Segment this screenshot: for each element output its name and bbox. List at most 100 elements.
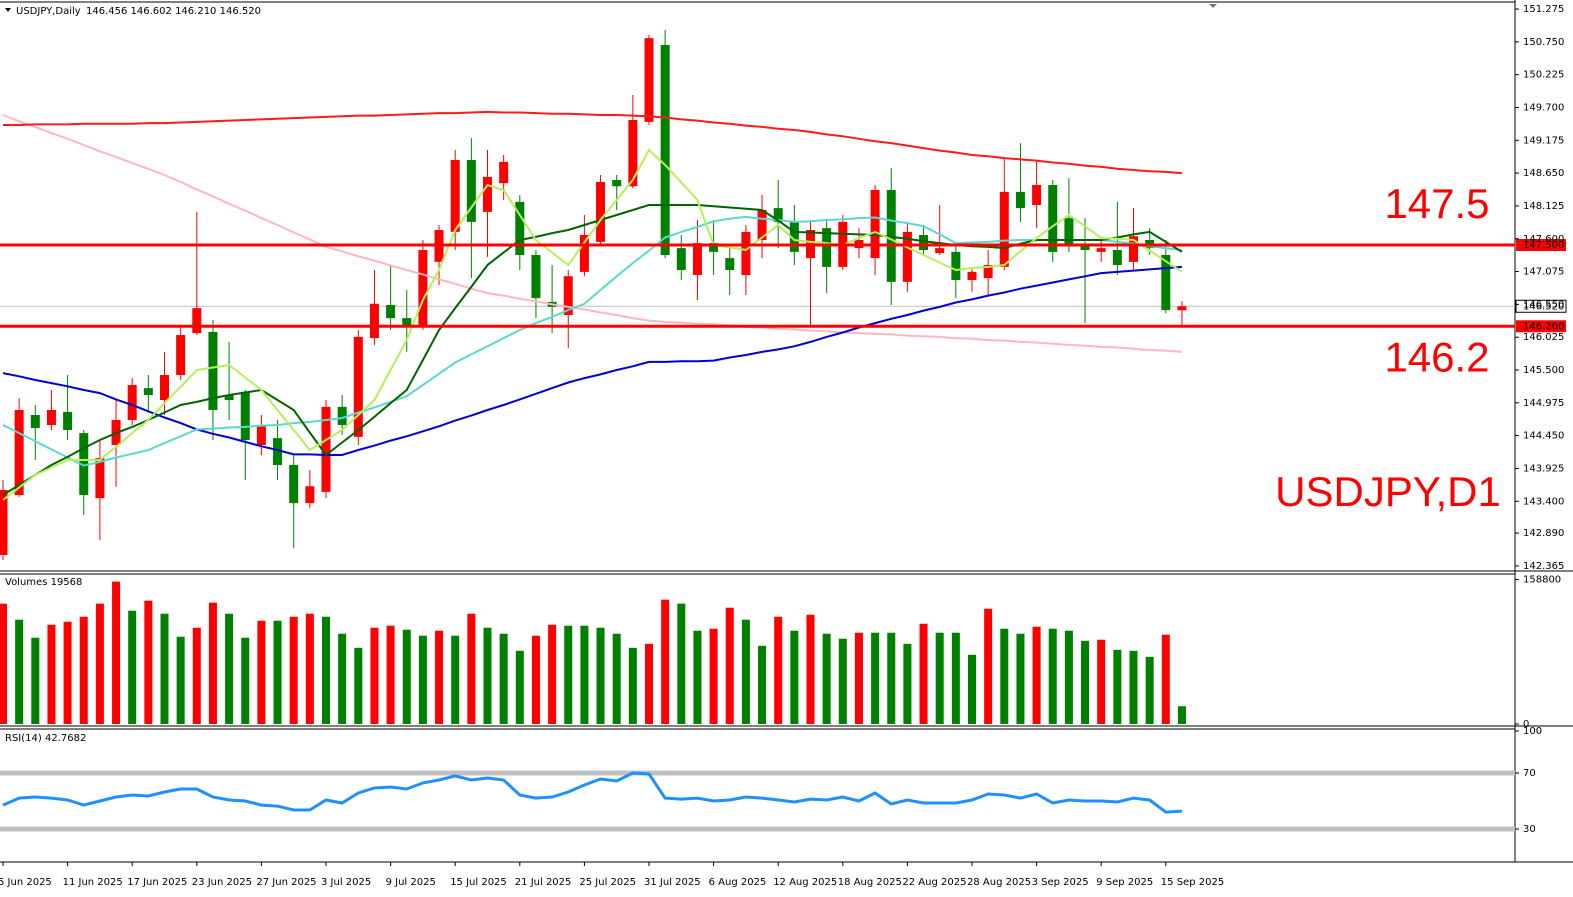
y-tick-label: 146.025 [1523,332,1564,343]
level-label: 147.5 [1384,180,1489,227]
volume-bar [1145,656,1154,724]
volume-bar [47,624,56,724]
volume-bar [1064,630,1073,724]
x-tick-label: 25 Jul 2025 [579,877,636,888]
y-tick-label: 143.925 [1523,463,1564,474]
candle-body [644,38,654,122]
y-tick-label: 147.075 [1523,267,1564,278]
x-tick-label: 3 Sep 2025 [1032,877,1089,888]
volume-bar [548,624,557,724]
candle-body [289,465,299,504]
candle-body [1177,306,1187,311]
volume-bar [435,630,444,724]
y-tick-label: 149.700 [1523,103,1564,114]
y-tick-label: 144.450 [1523,431,1564,442]
volume-bar [467,613,476,724]
volume-bar [1048,628,1057,724]
candle-body [902,231,912,282]
volume-bar [305,613,314,724]
volume-bar [871,632,880,724]
volume-bar [580,625,589,724]
candle-body [321,406,331,492]
candle-body [1129,236,1138,262]
volume-bar [322,616,330,724]
volume-bar [160,613,169,724]
candle-body [483,176,492,212]
candle-body [773,208,783,222]
volume-bar [192,627,201,724]
y-tick-label: 143.400 [1523,496,1564,507]
candle-body [660,45,670,255]
candle-body [999,191,1009,267]
y-tick-label: 158800 [1523,575,1561,586]
volume-bar [0,603,7,724]
y-tick-label: 150.225 [1523,70,1564,81]
x-tick-label: 15 Sep 2025 [1161,877,1224,888]
y-tick-label: 70 [1523,768,1536,779]
layer [0,30,1187,560]
candle-body [240,391,250,440]
y-tick-label: 142.890 [1523,528,1564,539]
candle-body [30,415,40,429]
level-tag [1516,320,1566,333]
volume-bar [483,627,492,724]
volume-bar [919,623,928,724]
moving-average [2,148,1183,501]
volume-bar [1097,639,1106,724]
volume-bar [984,608,993,724]
candle-body [596,181,606,242]
candle-body [563,276,573,315]
candle-body [450,160,460,232]
volume-bar [1032,626,1041,724]
volume-bar [402,629,411,724]
moving-average [2,204,1183,496]
volume-bar [531,635,540,724]
rsi-line [2,771,1182,814]
candle-body [757,210,767,240]
candle-body [1112,250,1122,265]
candle-body [466,160,476,222]
candle-body [612,180,622,187]
candle-body [1064,218,1074,245]
candle-body [192,308,202,334]
x-tick-label: 15 Jul 2025 [450,877,507,888]
x-tick-label: 12 Aug 2025 [773,877,837,888]
x-tick-label: 9 Sep 2025 [1096,877,1153,888]
volume-bar [15,619,24,724]
volume-bar [758,645,767,724]
volume-bar [822,633,831,724]
candle-body [143,388,153,395]
x-tick-label: 31 Jul 2025 [644,877,701,888]
volume-bar [1161,634,1170,724]
x-tick-label: 21 Jul 2025 [515,877,572,888]
volume-bar [677,603,686,724]
y-tick-label: 142.365 [1523,561,1564,572]
volume-bar [645,643,653,724]
rsi-title: RSI(14) 42.7682 [5,733,86,744]
volume-bar [370,627,379,724]
y-tick-label: 0 [1523,719,1529,730]
candle-body [676,248,686,270]
y-tick-label: 100 [1523,726,1542,737]
volume-bar [612,633,621,724]
volume-bar [499,633,508,724]
volume-bar [1129,650,1138,724]
candle-body [1080,246,1090,250]
candle-body [337,406,347,425]
volume-bar [838,638,847,724]
x-tick-label: 23 Jun 2025 [192,877,252,888]
current-price-tag [1515,299,1567,313]
shift-marker [1209,4,1217,8]
y-tick-label: 148.650 [1523,168,1564,179]
candle-body [1161,255,1171,310]
volume-bar [951,632,960,724]
y-tick-label: 144.975 [1523,398,1564,409]
candle-body [919,235,929,250]
layer: 147.500 147.5 146.200 146.2 146.520 [0,110,1567,501]
annotation: USDJPY,D1 [1275,468,1501,515]
candle-body [256,425,266,445]
volume-bar [1016,633,1025,724]
volume-bar [63,621,72,724]
